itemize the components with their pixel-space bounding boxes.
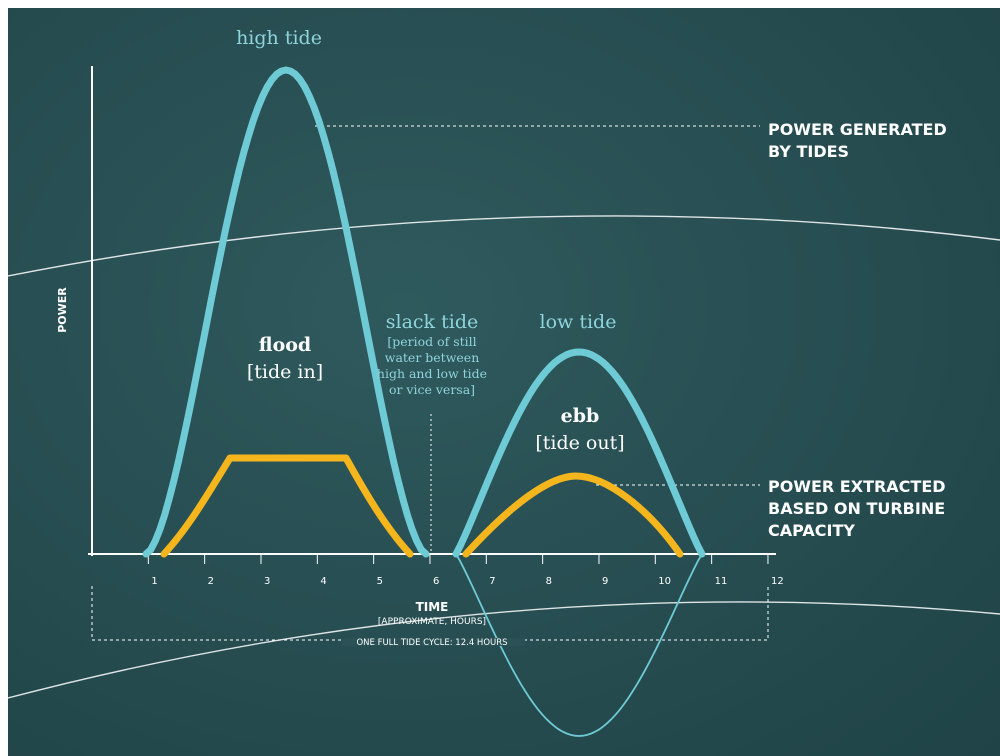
cycle-label: ONE FULL TIDE CYCLE: 12.4 HOURS — [356, 638, 507, 648]
flood-tide-curve — [142, 66, 430, 558]
decorative-arc-top — [8, 215, 1000, 277]
ebb-tide-curve — [452, 348, 706, 558]
x-axis-ticks: 1 2 3 4 5 6 7 8 9 10 11 12 — [147, 554, 784, 587]
x-tick-label: 4 — [320, 576, 326, 587]
power-generated-line-2: BY TIDES — [768, 142, 849, 161]
x-axis-sub-label: [APPROXIMATE, HOURS] — [378, 617, 486, 627]
high-tide-label: high tide — [236, 27, 322, 49]
power-extracted-line-1: POWER EXTRACTED — [768, 477, 946, 496]
slack-tide-desc-3: high and low tide — [377, 366, 487, 381]
y-axis-label: POWER — [56, 287, 69, 333]
slack-tide-desc-2: water between — [385, 350, 480, 365]
x-tick-label: 5 — [377, 576, 383, 587]
x-tick-label: 3 — [264, 576, 270, 587]
cycle-label-backdrop — [341, 638, 525, 646]
slack-tide-desc-4: or vice versa] — [389, 382, 475, 397]
x-tick-label: 10 — [658, 576, 671, 587]
power-generated-line-1: POWER GENERATED — [768, 120, 947, 139]
x-tick-label: 2 — [208, 576, 214, 587]
x-axis-label: TIME — [416, 600, 449, 614]
ebb-label: ebb — [561, 405, 600, 427]
x-tick-label: 7 — [489, 576, 495, 587]
flood-sub-label: [tide in] — [247, 361, 323, 383]
power-extracted-line-3: CAPACITY — [768, 521, 855, 540]
ebb-extracted-power-curve — [462, 472, 684, 558]
x-tick-label: 9 — [602, 576, 608, 587]
tidal-power-diagram: 1 2 3 4 5 6 7 8 9 10 11 12 high tide low tide flood… — [8, 27, 1000, 737]
slack-tide-desc-1: [period of still — [387, 334, 476, 349]
x-tick-label: 8 — [546, 576, 552, 587]
x-tick-label: 12 — [771, 576, 784, 587]
chalkboard-background: 1 2 3 4 5 6 7 8 9 10 11 12 high tide low tide flood… — [8, 8, 1000, 756]
low-tide-label: low tide — [540, 311, 617, 333]
x-tick-label: 11 — [715, 576, 728, 587]
ebb-sub-label: [tide out] — [535, 432, 624, 454]
flood-extracted-power-curve — [160, 454, 414, 558]
power-extracted-line-2: BASED ON TURBINE — [768, 499, 945, 518]
decorative-arc-bottom — [8, 601, 1000, 699]
flood-label: flood — [259, 334, 311, 356]
slack-tide-title: slack tide — [386, 311, 478, 333]
x-tick-label: 1 — [151, 576, 157, 587]
x-tick-label: 6 — [433, 576, 439, 587]
